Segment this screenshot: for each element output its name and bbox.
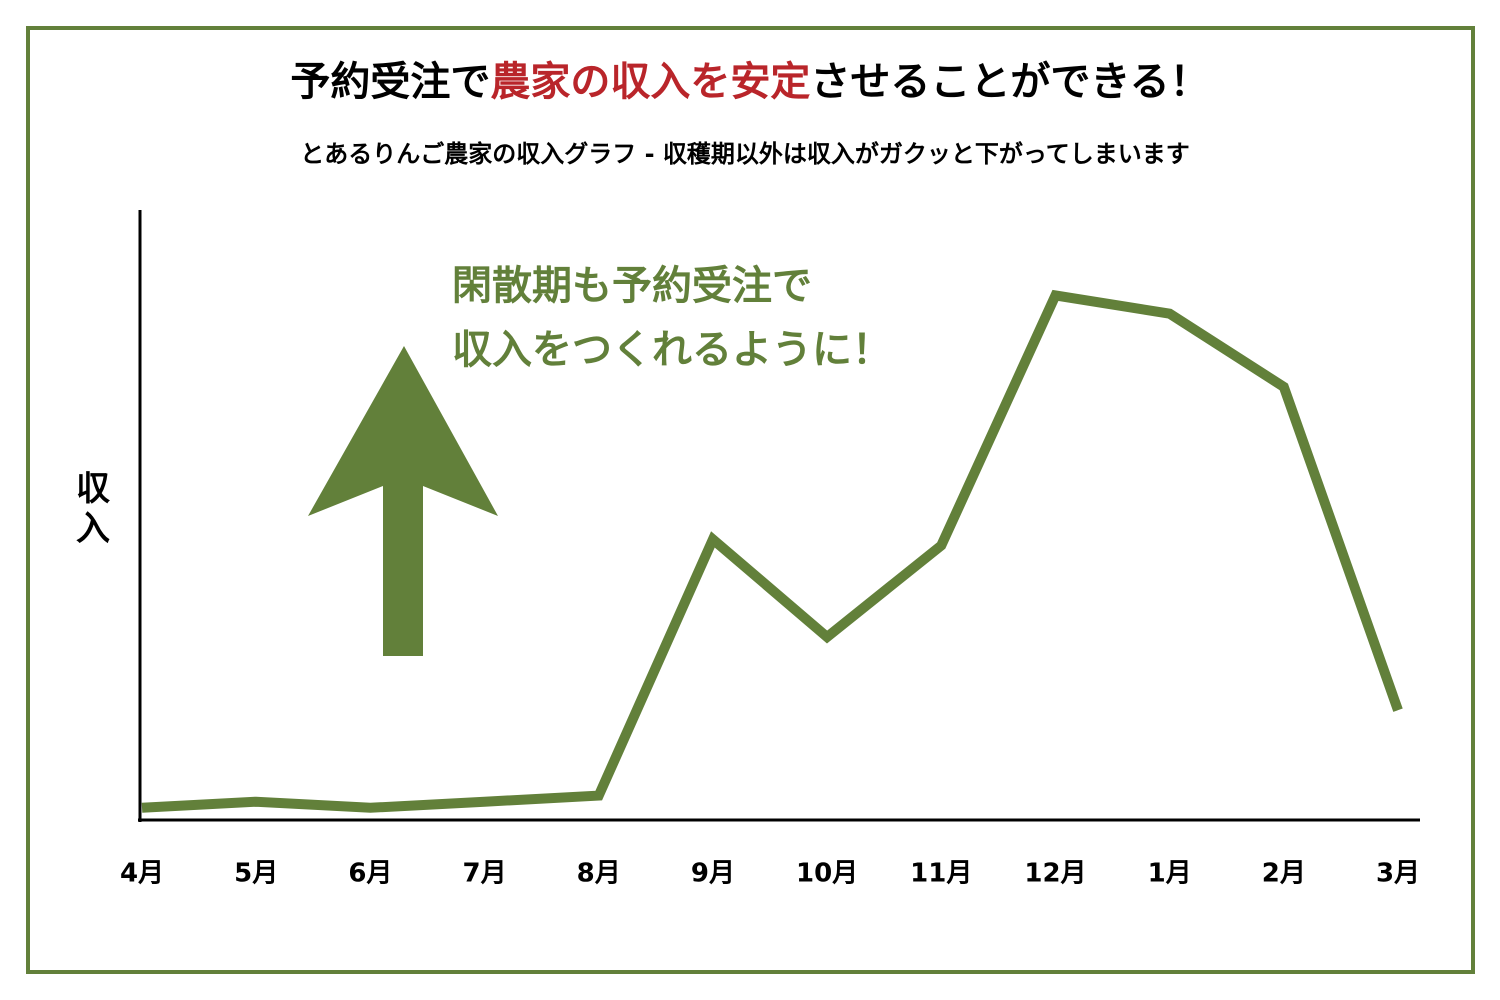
x-tick-label: 6月 — [348, 859, 392, 889]
x-tick-label: 9月 — [691, 859, 735, 889]
x-tick-label: 1月 — [1148, 859, 1192, 889]
x-tick-label: 10月 — [796, 859, 858, 889]
x-tick-label: 12月 — [1024, 859, 1086, 889]
x-tick-label: 4月 — [120, 859, 164, 889]
x-tick-label: 11月 — [910, 859, 972, 889]
title-part: 予約受注で — [290, 59, 490, 105]
x-tick-label: 2月 — [1262, 859, 1306, 889]
title-part: させることができる！ — [810, 59, 1209, 105]
annotation: 収入をつくれるように！ — [452, 327, 892, 373]
chart-title: 予約受注で農家の収入を安定させることができる！ — [290, 59, 1209, 105]
income-line — [141, 289, 1403, 813]
x-tick-label: 8月 — [577, 859, 621, 889]
y-axis-label: 収入 — [76, 469, 110, 549]
frame — [26, 26, 1475, 974]
title-highlight: 農家の収入を安定 — [490, 59, 810, 105]
up-arrow — [308, 346, 498, 656]
subtitle: とあるりんご農家の収入グラフ - 収穫期以外は収入がガクッと下がってしまいます — [300, 140, 1189, 168]
annotation: 閑散期も予約受注で — [452, 263, 812, 309]
x-tick-label: 7月 — [462, 859, 506, 889]
x-tick-label: 5月 — [234, 859, 278, 889]
x-tick-label: 3月 — [1376, 859, 1420, 889]
